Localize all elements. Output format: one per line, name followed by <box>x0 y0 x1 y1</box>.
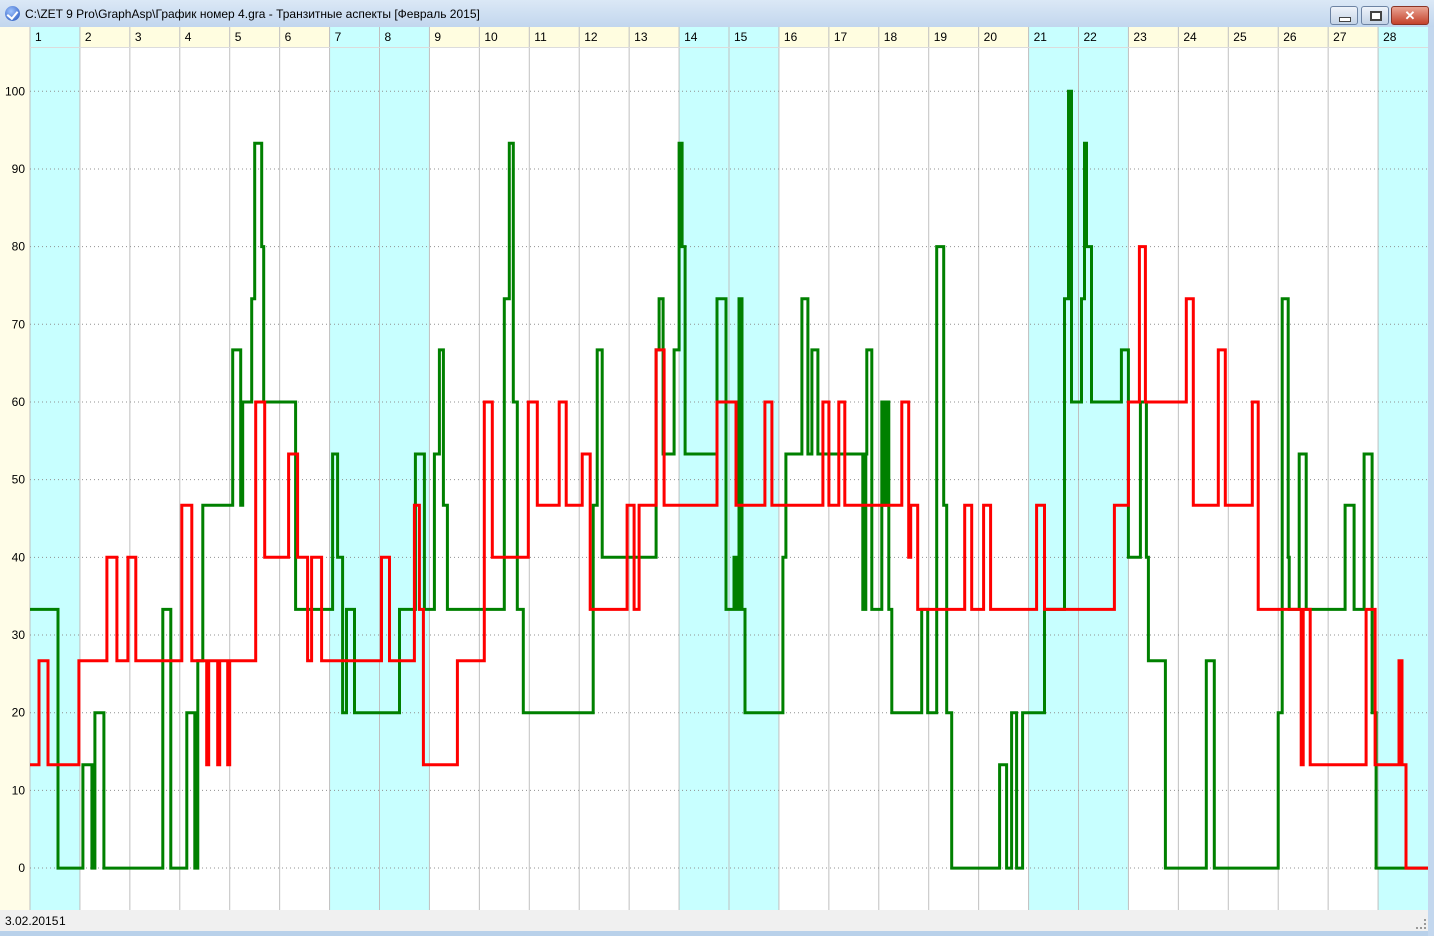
transit-aspects-chart[interactable]: 1 2 3 4 5 6 7 8 9 10 11 12 13 14 15 16 17 18 19 20 21 22 23 24 2… <box>0 27 1428 910</box>
day-label: 23 <box>1133 30 1147 44</box>
day-label: 4 <box>185 30 192 44</box>
day-label: 16 <box>784 30 798 44</box>
day-label: 18 <box>884 30 898 44</box>
chart-svg: 1 2 3 4 5 6 7 8 9 10 11 12 13 14 15 16 17 18 19 20 21 22 23 24 2… <box>0 27 1428 910</box>
title-bar: C:\ZET 9 Pro\GraphAsp\График номер 4.gra… <box>0 0 1434 27</box>
day-label: 19 <box>934 30 948 44</box>
day-label: 12 <box>584 30 598 44</box>
minimize-button[interactable] <box>1330 6 1358 25</box>
day-label: 6 <box>285 30 292 44</box>
close-icon: ✕ <box>1404 8 1416 23</box>
weekend-band <box>679 27 729 910</box>
day-label: 7 <box>335 30 342 44</box>
maximize-button[interactable] <box>1361 6 1389 25</box>
day-label: 15 <box>734 30 748 44</box>
weekend-band <box>30 27 80 910</box>
weekend-band <box>1378 27 1428 910</box>
day-label: 8 <box>385 30 392 44</box>
red-series-line <box>30 245 1428 870</box>
day-label: 27 <box>1333 30 1347 44</box>
window-title: C:\ZET 9 Pro\GraphAsp\График номер 4.gra… <box>25 7 480 21</box>
close-button[interactable]: ✕ <box>1391 6 1429 25</box>
day-label: 1 <box>35 30 42 44</box>
y-tick-label: 70 <box>12 317 26 331</box>
day-label: 11 <box>534 30 547 44</box>
resize-grip[interactable] <box>1416 919 1426 929</box>
status-value: 1 <box>59 914 66 928</box>
y-tick-label: 50 <box>12 473 26 487</box>
y-tick-label: 100 <box>5 84 25 98</box>
y-tick-label: 90 <box>12 162 26 176</box>
day-label: 25 <box>1233 30 1247 44</box>
status-date: 3.02.2015 <box>5 914 59 928</box>
day-label: 13 <box>634 30 648 44</box>
day-label: 22 <box>1084 30 1098 44</box>
y-tick-label: 80 <box>12 240 26 254</box>
day-label: 10 <box>484 30 498 44</box>
y-tick-label: 40 <box>12 550 26 564</box>
day-label: 21 <box>1034 30 1048 44</box>
y-tick-label: 20 <box>12 706 26 720</box>
weekend-band <box>379 27 430 910</box>
day-label: 3 <box>135 30 142 44</box>
day-label: 20 <box>984 30 998 44</box>
app-checkmark-icon[interactable] <box>5 6 20 21</box>
day-label: 24 <box>1183 30 1197 44</box>
status-bar: 3.02.2015 1 <box>0 910 1428 931</box>
y-tick-label: 10 <box>12 783 26 797</box>
day-label: 26 <box>1283 30 1297 44</box>
y-tick-label: 60 <box>12 395 26 409</box>
window-border <box>1428 27 1434 936</box>
day-label: 17 <box>834 30 848 44</box>
y-tick-label: 30 <box>12 628 26 642</box>
day-label: 2 <box>85 30 92 44</box>
day-label: 9 <box>434 30 441 44</box>
day-label: 28 <box>1383 30 1397 44</box>
y-tick-label: 0 <box>18 861 25 875</box>
day-label: 5 <box>235 30 242 44</box>
y-axis-panel <box>0 27 30 910</box>
day-label: 14 <box>684 30 698 44</box>
